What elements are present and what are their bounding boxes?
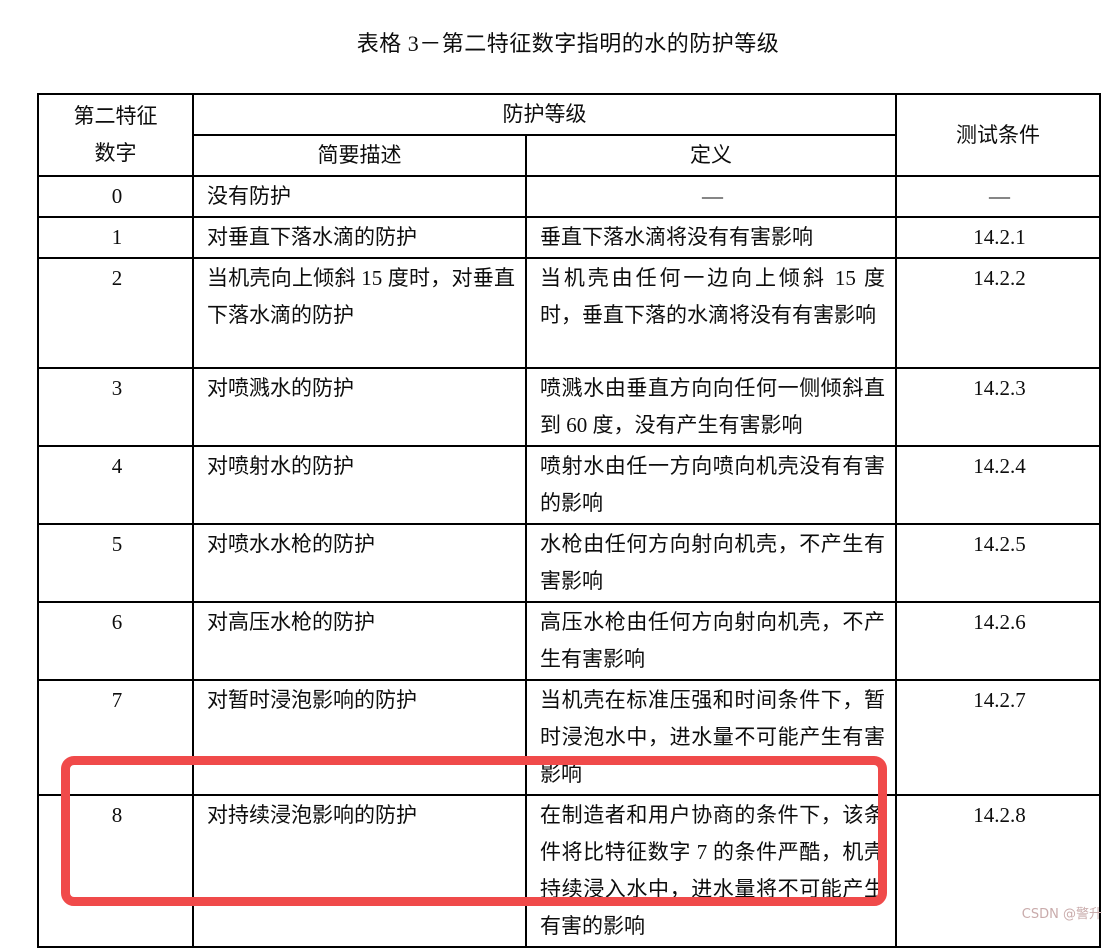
header-row-2: 简要描述 定义 xyxy=(38,134,1100,177)
cell-test: 14.2.1 xyxy=(895,216,1101,259)
cell-brief: 对垂直下落水滴的防护 xyxy=(192,216,527,259)
table-row-0: 0 没有防护 — — xyxy=(37,175,1101,218)
csdn-watermark: CSDN @警升 xyxy=(1021,907,1102,922)
cell-brief: 对喷射水的防护 xyxy=(192,445,527,525)
header-numeral-line1: 第二特征 xyxy=(73,104,158,128)
cell-test: 14.2.3 xyxy=(895,367,1101,447)
cell-definition: — xyxy=(525,175,897,218)
cell-definition: 高压水枪由任何方向射向机壳，不产生有害影响 xyxy=(525,601,897,681)
cell-brief: 对持续浸泡影响的防护 xyxy=(192,794,527,948)
cell-brief: 当机壳向上倾斜 15 度时，对垂直下落水滴的防护 xyxy=(192,257,527,369)
cell-numeral: 8 xyxy=(37,794,194,948)
table-row-6: 6 对高压水枪的防护 高压水枪由任何方向射向机壳，不产生有害影响 14.2.6 xyxy=(37,601,1101,681)
protection-degrees-table: 第二特征 数字 防护等级 测试条件 简要描述 定义 0 没有防护 — — 1 对… xyxy=(37,93,1101,948)
cell-test: 14.2.8 xyxy=(895,794,1101,948)
header-test-condition: 测试条件 xyxy=(895,93,1101,177)
cell-definition: 当机壳在标准压强和时间条件下，暂时浸泡水中，进水量不可能产生有害影响 xyxy=(525,679,897,796)
table-row-3: 3 对喷溅水的防护 喷溅水由垂直方向向任何一侧倾斜直到 60 度，没有产生有害影… xyxy=(37,367,1101,447)
cell-brief: 没有防护 xyxy=(192,175,527,218)
cell-definition: 当机壳由任何一边向上倾斜 15 度时，垂直下落的水滴将没有有害影响 xyxy=(525,257,897,369)
header-numeral-line2: 数字 xyxy=(94,141,137,165)
cell-test: — xyxy=(895,175,1101,218)
cell-brief: 对喷溅水的防护 xyxy=(192,367,527,447)
cell-definition: 在制造者和用户协商的条件下，该条件将比特征数字 7 的条件严酷，机壳持续浸入水中… xyxy=(525,794,897,948)
table-row-2: 2 当机壳向上倾斜 15 度时，对垂直下落水滴的防护 当机壳由任何一边向上倾斜 … xyxy=(37,257,1101,369)
cell-brief: 对暂时浸泡影响的防护 xyxy=(192,679,527,796)
cell-test: 14.2.5 xyxy=(895,523,1101,603)
cell-numeral: 5 xyxy=(37,523,194,603)
header-definition: 定义 xyxy=(525,134,897,177)
cell-test: 14.2.7 xyxy=(895,679,1101,796)
table-row-5: 5 对喷水水枪的防护 水枪由任何方向射向机壳，不产生有害影响 14.2.5 xyxy=(37,523,1101,603)
table-row-1: 1 对垂直下落水滴的防护 垂直下落水滴将没有有害影响 14.2.1 xyxy=(37,216,1101,259)
cell-definition: 水枪由任何方向射向机壳，不产生有害影响 xyxy=(525,523,897,603)
page-title: 表格 3－第二特征数字指明的水的防护等级 xyxy=(356,31,780,56)
header-numeral: 第二特征 数字 xyxy=(37,93,194,177)
cell-definition: 喷溅水由垂直方向向任何一侧倾斜直到 60 度，没有产生有害影响 xyxy=(525,367,897,447)
cell-numeral: 4 xyxy=(37,445,194,525)
cell-definition: 垂直下落水滴将没有有害影响 xyxy=(525,216,897,259)
table-row-4: 4 对喷射水的防护 喷射水由任一方向喷向机壳没有有害的影响 14.2.4 xyxy=(37,445,1101,525)
table-row-8-highlighted: 8 对持续浸泡影响的防护 在制造者和用户协商的条件下，该条件将比特征数字 7 的… xyxy=(37,794,1101,948)
cell-brief: 对高压水枪的防护 xyxy=(192,601,527,681)
header-protection-group: 防护等级 xyxy=(192,93,897,136)
cell-numeral: 6 xyxy=(37,601,194,681)
cell-numeral: 1 xyxy=(37,216,194,259)
cell-brief: 对喷水水枪的防护 xyxy=(192,523,527,603)
header-row-1: 第二特征 数字 防护等级 测试条件 xyxy=(37,93,1101,177)
cell-numeral: 0 xyxy=(37,175,194,218)
cell-numeral: 2 xyxy=(37,257,194,369)
cell-numeral: 7 xyxy=(37,679,194,796)
cell-test: 14.2.4 xyxy=(895,445,1101,525)
cell-test: 14.2.2 xyxy=(895,257,1101,369)
cell-test: 14.2.6 xyxy=(895,601,1101,681)
cell-numeral: 3 xyxy=(37,367,194,447)
cell-definition: 喷射水由任一方向喷向机壳没有有害的影响 xyxy=(525,445,897,525)
header-brief: 简要描述 xyxy=(192,134,527,177)
table-row-7: 7 对暂时浸泡影响的防护 当机壳在标准压强和时间条件下，暂时浸泡水中，进水量不可… xyxy=(37,679,1101,796)
